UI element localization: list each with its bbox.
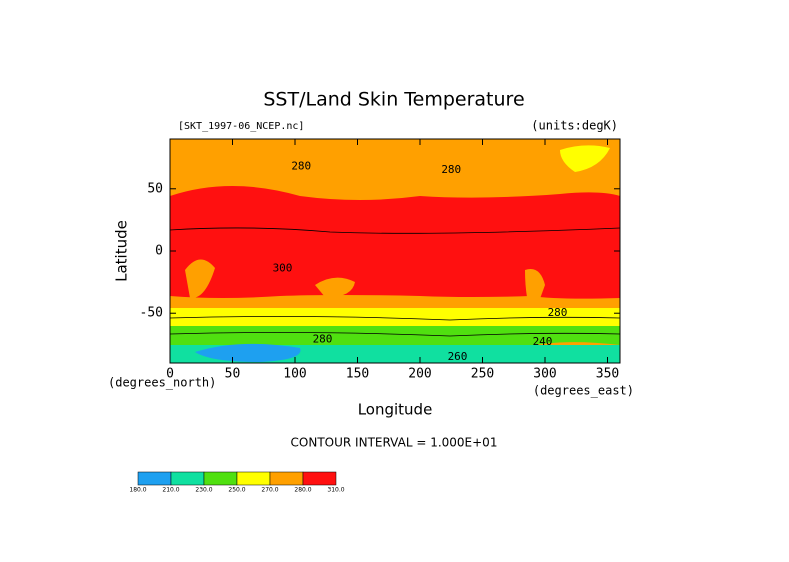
- x-tick-label: 350: [596, 367, 619, 382]
- region: [560, 145, 610, 172]
- x-units: (degrees_east): [533, 384, 634, 398]
- region: [170, 326, 620, 348]
- x-tick-label: 50: [225, 367, 241, 382]
- contour-label: 280: [313, 332, 333, 345]
- x-tick-label: 200: [408, 367, 431, 382]
- colorbar-label: 210.0: [162, 487, 179, 494]
- colorbar-label: 230.0: [195, 487, 212, 494]
- colorbar-box: [269, 471, 304, 486]
- colorbar-box: [137, 471, 172, 486]
- contour-line: [169, 332, 621, 337]
- contour-label: 280: [291, 159, 311, 172]
- x-axis-label: Longitude: [358, 401, 433, 419]
- axes: 0 50 100 150 200 250 300 350 -50 0 50 280 280 300 280 2…: [129, 139, 620, 494]
- units-label: (units:degK): [531, 119, 618, 133]
- x-tick-label: 250: [471, 367, 494, 382]
- map-fill: [169, 139, 621, 363]
- y-tick-label: 0: [155, 244, 163, 259]
- contour-label: 260: [448, 350, 468, 363]
- contour-line: [169, 316, 621, 321]
- region: [170, 308, 620, 326]
- colorbar-label: 280.0: [294, 487, 311, 494]
- x-tick-label: 0: [166, 367, 174, 382]
- footer: CONTOUR INTERVAL = 1.000E+01: [291, 436, 498, 450]
- contour-label: 240: [533, 335, 553, 348]
- colorbar-label: 180.0: [129, 487, 146, 494]
- y-units: (degrees_north): [108, 376, 216, 390]
- colorbar-box: [170, 471, 205, 486]
- x-tick-label: 150: [346, 367, 369, 382]
- contour-label: 280: [441, 163, 461, 176]
- y-axis-label: Latitude: [113, 220, 131, 282]
- region: [315, 277, 355, 298]
- colorbar-label: 270.0: [261, 487, 278, 494]
- colorbar-label: 310.0: [327, 487, 344, 494]
- region: [170, 186, 620, 299]
- source-label: [SKT_1997-06_NCEP.nc]: [178, 121, 304, 132]
- x-tick-label: 300: [533, 367, 556, 382]
- y-tick-label: 50: [147, 181, 163, 196]
- colorbar-box: [203, 471, 238, 486]
- y-tick-label: -50: [140, 306, 163, 321]
- colorbar-label: 250.0: [228, 487, 245, 494]
- region: [195, 343, 301, 362]
- x-tick-label: 100: [283, 367, 306, 382]
- region: [185, 259, 215, 299]
- chart-title: SST/Land Skin Temperature: [263, 89, 524, 111]
- contour-label: 280: [548, 306, 568, 319]
- colorbar-box: [302, 471, 337, 486]
- contour-label: 300: [273, 261, 293, 274]
- contour-line: [169, 227, 621, 234]
- colorbar-box: [236, 471, 271, 486]
- region: [525, 269, 545, 318]
